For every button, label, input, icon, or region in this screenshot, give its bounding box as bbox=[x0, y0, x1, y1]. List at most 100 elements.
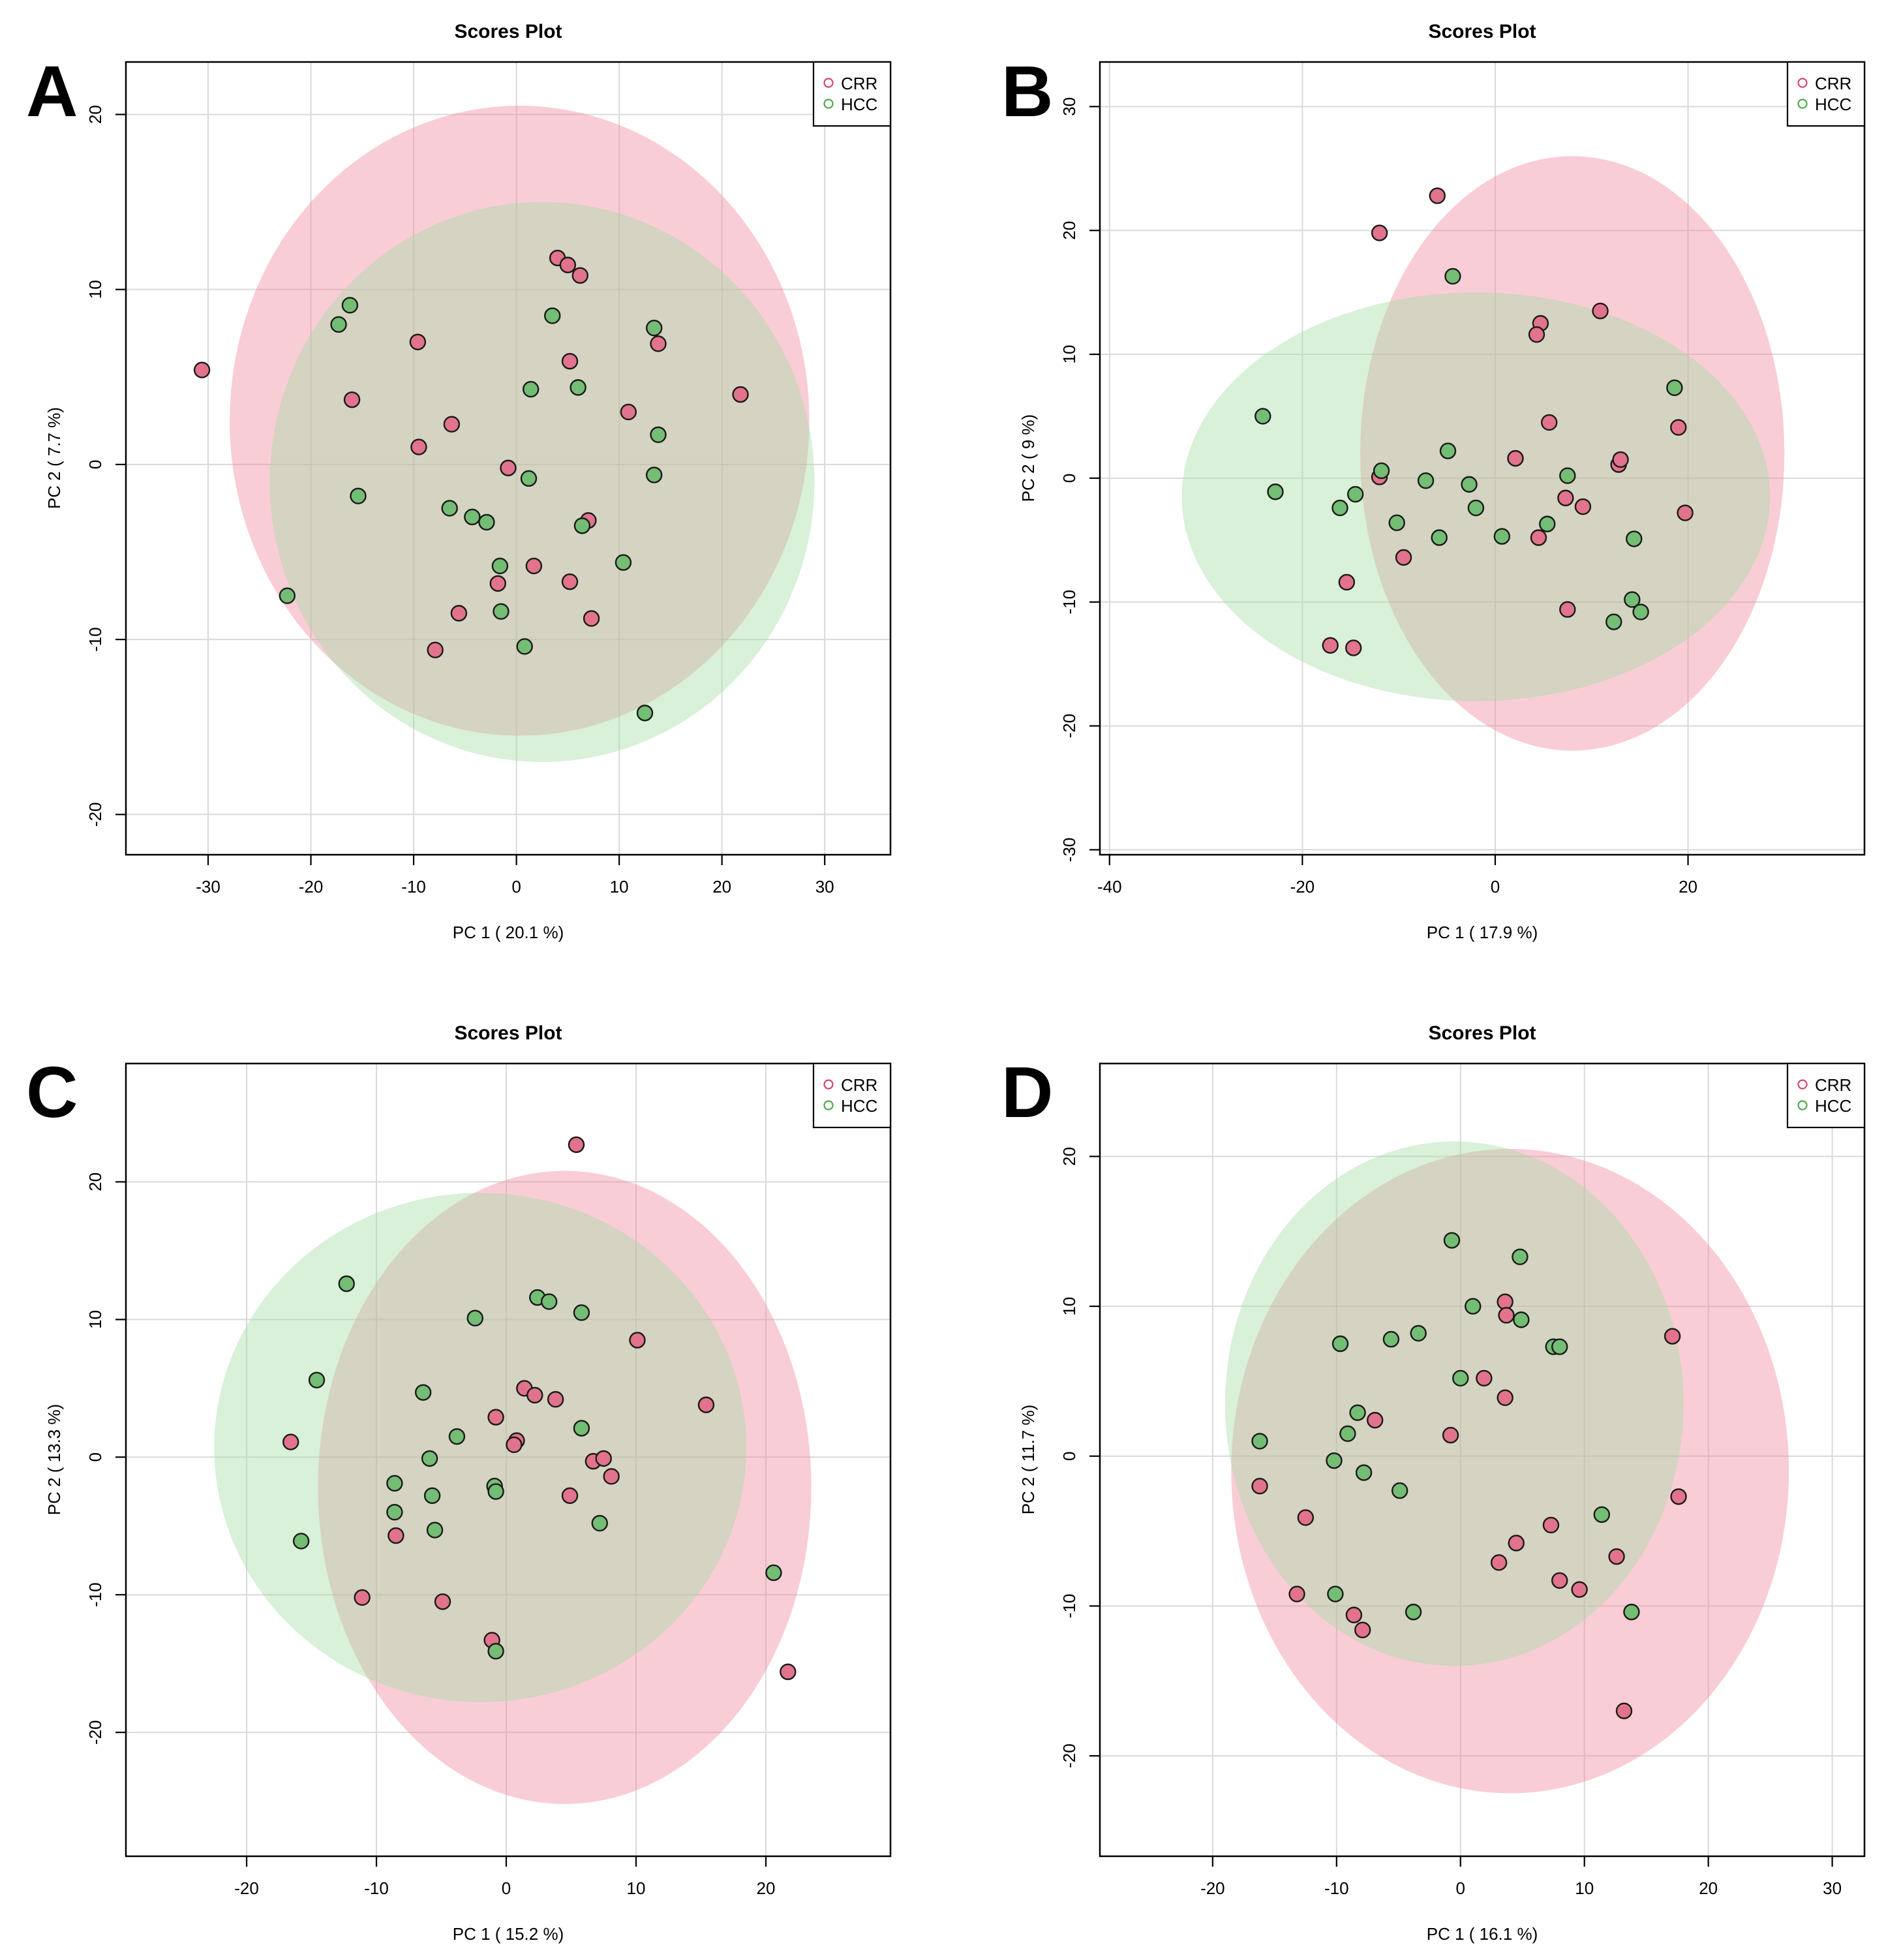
point-hcc-9 bbox=[448, 1428, 466, 1445]
legend-box bbox=[812, 61, 892, 127]
point-hcc-18 bbox=[1593, 1506, 1611, 1524]
point-hcc-19 bbox=[1666, 379, 1683, 396]
point-hcc-13 bbox=[487, 1643, 504, 1660]
y-tick-label-2: 0 bbox=[1059, 1452, 1079, 1461]
point-hcc-16 bbox=[636, 705, 654, 722]
x-tick-label-1: -20 bbox=[299, 877, 324, 896]
point-hcc-14 bbox=[573, 517, 591, 534]
series-crr bbox=[1251, 1293, 1687, 1719]
series-crr bbox=[193, 249, 749, 658]
plot-area-a: -30 -20 -10 0 10 20 30 -20 -10 0 10 20 CRR HCC bbox=[85, 61, 892, 896]
point-hcc-10 bbox=[1461, 476, 1478, 493]
point-hcc-8 bbox=[426, 1522, 444, 1539]
panel-label-b: B bbox=[1001, 52, 1053, 132]
panel-d: D Scores Plot -20 -10 0 10 20 30 -20 -10 0 10 20 CR… bbox=[1001, 1022, 1866, 1944]
x-axis-label-d: PC 1 ( 16.1 %) bbox=[1427, 1924, 1538, 1944]
point-crr-3 bbox=[388, 1527, 404, 1544]
point-crr-11 bbox=[1541, 414, 1558, 431]
y-tick-label-4: 10 bbox=[1059, 345, 1079, 364]
legend-marker-crr bbox=[1797, 1079, 1808, 1090]
point-hcc-10 bbox=[466, 1309, 483, 1326]
point-crr-17 bbox=[1612, 451, 1629, 468]
grid-a bbox=[126, 62, 890, 855]
point-hcc-19 bbox=[1623, 1603, 1640, 1621]
point-hcc-14 bbox=[1512, 1248, 1529, 1265]
x-tick-label-3: 10 bbox=[1575, 1878, 1594, 1898]
y-tick-label-3: 10 bbox=[1059, 1297, 1079, 1316]
ellipse-hcc bbox=[269, 202, 815, 762]
point-hcc-15 bbox=[1605, 613, 1622, 630]
y-ticks-c: -20 -10 0 10 20 bbox=[85, 1172, 126, 1745]
panel-label-d: D bbox=[1001, 1052, 1053, 1133]
point-crr-0 bbox=[568, 1136, 585, 1154]
legend-marker-hcc bbox=[823, 99, 834, 109]
point-hcc-9 bbox=[516, 638, 533, 655]
confidence-ellipses-a bbox=[230, 106, 815, 762]
point-crr-14 bbox=[561, 573, 579, 590]
point-hcc-6 bbox=[478, 513, 495, 531]
y-tick-label-4: 20 bbox=[1059, 1147, 1079, 1166]
plot-frame bbox=[1099, 61, 1866, 856]
point-crr-15 bbox=[603, 1468, 620, 1485]
point-hcc-1 bbox=[1326, 1452, 1343, 1469]
x-tick-label-6: 30 bbox=[815, 877, 834, 896]
x-tick-label-0: -20 bbox=[234, 1878, 259, 1898]
point-hcc-4 bbox=[1373, 462, 1390, 480]
chart-title-d: Scores Plot bbox=[1428, 1022, 1536, 1044]
point-crr-2 bbox=[1297, 1509, 1315, 1526]
point-crr-7 bbox=[1476, 1370, 1493, 1387]
x-tick-label-3: 0 bbox=[511, 877, 521, 896]
y-tick-label-4: 20 bbox=[85, 1172, 105, 1191]
y-tick-label-3: 10 bbox=[85, 1310, 105, 1329]
point-crr-19 bbox=[1670, 1488, 1687, 1505]
point-hcc-11 bbox=[522, 380, 540, 398]
series-hcc bbox=[292, 1275, 782, 1660]
point-crr-4 bbox=[434, 1593, 451, 1610]
plot-area-b: -40 -20 0 20 -30 -20 -10 0 10 20 30 CRR HCC bbox=[1059, 61, 1866, 896]
point-crr-13 bbox=[1542, 1516, 1560, 1534]
point-hcc-7 bbox=[491, 557, 509, 575]
point-crr-12 bbox=[1508, 1535, 1525, 1552]
point-hcc-13 bbox=[1465, 1298, 1482, 1315]
point-crr-13 bbox=[561, 352, 579, 370]
legend-box bbox=[1786, 61, 1866, 127]
point-crr-17 bbox=[697, 1396, 715, 1413]
point-hcc-3 bbox=[1331, 1335, 1349, 1353]
point-hcc-18 bbox=[1632, 604, 1649, 620]
point-crr-8 bbox=[506, 1436, 523, 1453]
grid-c bbox=[126, 1064, 890, 1856]
x-ticks-d: -20 -10 0 10 20 30 bbox=[1200, 1856, 1842, 1898]
ellipse-crr bbox=[1360, 156, 1785, 751]
legend-label-crr: CRR bbox=[1815, 74, 1851, 93]
y-tick-label-6: 30 bbox=[1059, 97, 1079, 116]
ellipse-crr bbox=[318, 1171, 812, 1804]
point-hcc-6 bbox=[421, 1450, 438, 1467]
point-crr-11 bbox=[547, 1390, 564, 1408]
point-crr-15 bbox=[1571, 1581, 1588, 1598]
x-tick-label-2: 0 bbox=[1491, 877, 1500, 896]
point-hcc-3 bbox=[1346, 485, 1364, 503]
point-hcc-4 bbox=[1339, 1425, 1356, 1443]
y-ticks-d: -20 -10 0 10 20 bbox=[1059, 1147, 1100, 1768]
point-hcc-15 bbox=[615, 554, 632, 571]
point-crr-6 bbox=[427, 641, 444, 658]
point-crr-8 bbox=[500, 459, 517, 476]
point-crr-15 bbox=[1574, 498, 1592, 515]
legend-marker-hcc bbox=[1797, 99, 1808, 109]
y-ticks-a: -20 -10 0 10 20 bbox=[85, 105, 126, 827]
point-hcc-9 bbox=[1439, 442, 1457, 459]
legend-label-hcc: HCC bbox=[1815, 95, 1851, 114]
point-hcc-5 bbox=[414, 1384, 432, 1401]
y-tick-label-1: -10 bbox=[85, 627, 105, 652]
point-hcc-1 bbox=[1267, 483, 1284, 500]
point-crr-0 bbox=[193, 361, 211, 378]
point-hcc-8 bbox=[1444, 268, 1461, 285]
legend-a: CRR HCC bbox=[812, 61, 892, 127]
point-crr-8 bbox=[1345, 639, 1362, 656]
point-crr-9 bbox=[525, 557, 543, 575]
point-hcc-9 bbox=[1405, 1603, 1422, 1621]
ellipse-hcc bbox=[214, 1193, 747, 1702]
point-hcc-3 bbox=[386, 1475, 403, 1492]
x-tick-label-1: -10 bbox=[1324, 1878, 1349, 1898]
point-crr-14 bbox=[1551, 1572, 1568, 1589]
